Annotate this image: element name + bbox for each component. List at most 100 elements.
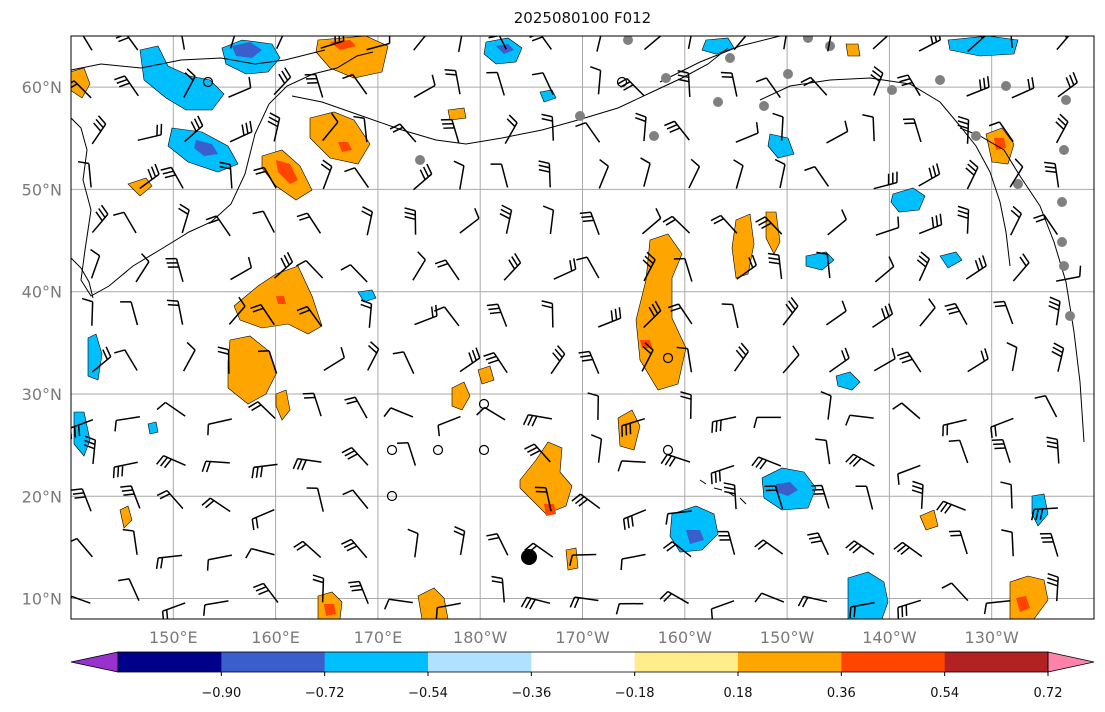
wind-barb: [156, 489, 184, 510]
neg-anomaly-core: [776, 482, 798, 496]
wind-barb: [873, 347, 896, 372]
wind-barb: [897, 74, 921, 97]
wind-barb: [820, 390, 832, 420]
wind-barb: [274, 251, 294, 279]
wind-barb: [1000, 481, 1013, 509]
colorbar-segment: [221, 652, 326, 672]
neg-anomaly-area: [847, 571, 889, 619]
wind-barb: [181, 36, 186, 50]
wind-barb: [862, 113, 875, 142]
wind-barb: [845, 453, 875, 467]
colorbar-segment: [324, 652, 429, 672]
pos-anomaly-core: [1016, 596, 1030, 612]
pos-anomaly-core: [544, 504, 556, 516]
station-dot: [725, 53, 735, 63]
wind-barb: [341, 446, 369, 466]
calm-circle: [432, 444, 444, 456]
wind-barb: [413, 36, 427, 51]
station-dot: [971, 131, 981, 141]
wind-barb: [139, 163, 160, 190]
wind-barb: [486, 303, 508, 327]
lon-label: 170°W: [555, 628, 610, 647]
wind-barb: [1010, 205, 1023, 236]
wind-barb: [71, 80, 92, 99]
wind-barb: [965, 255, 987, 280]
wind-barb: [988, 121, 1014, 143]
wind-barb: [826, 120, 849, 144]
wind-barb: [245, 547, 275, 559]
wind-barb: [253, 166, 277, 189]
wind-barb: [680, 391, 692, 419]
wind-barb: [156, 455, 186, 469]
wind-barb: [114, 75, 139, 97]
wind-barb: [772, 112, 784, 141]
wind-barb: [434, 259, 460, 281]
wind-barb: [542, 205, 555, 235]
wind-barb: [941, 582, 969, 602]
wind-barb: [392, 351, 415, 374]
wind-barb: [1046, 572, 1059, 602]
colorbar-segment: [944, 652, 1049, 672]
wind-barb: [723, 482, 737, 510]
station-dot: [415, 155, 425, 165]
pos-anomaly-area: [477, 365, 495, 385]
wind-barb: [764, 485, 784, 510]
wind-barb: [918, 36, 942, 52]
wind-barb: [276, 36, 284, 49]
wind-barb: [433, 306, 460, 327]
wind-barb: [641, 207, 662, 235]
neg-anomaly-core: [496, 44, 514, 54]
neg-anomaly-area: [835, 371, 861, 391]
wind-barb: [178, 203, 190, 234]
wind-barb: [874, 256, 895, 283]
pos-anomaly-area: [451, 381, 471, 411]
wind-barb: [587, 392, 600, 420]
colorbar-segment: [634, 652, 739, 672]
neg-anomaly-area: [939, 251, 963, 269]
pos-anomaly-area: [315, 36, 389, 79]
wind-barb: [320, 36, 345, 49]
wind-barb: [122, 528, 138, 555]
pos-anomaly-area: [919, 509, 939, 531]
wind-barb: [825, 300, 847, 326]
wind-barb: [1046, 436, 1060, 464]
wind-barb: [617, 460, 646, 472]
wind-barb: [229, 36, 236, 49]
wind-barb: [407, 528, 419, 558]
station-dot: [1013, 179, 1023, 189]
kamchatka-coast: [71, 51, 374, 297]
wind-barb: [667, 303, 693, 325]
wind-barb: [1006, 342, 1018, 372]
pos-anomaly-core: [276, 296, 286, 304]
wind-barb: [733, 342, 749, 372]
wind-barb: [312, 574, 325, 603]
wind-barb: [736, 254, 757, 280]
station-dot: [1065, 311, 1075, 321]
wind-barb: [1057, 71, 1078, 98]
wind-barb: [91, 115, 107, 145]
wind-barb: [553, 258, 577, 280]
wind-barb: [113, 211, 137, 234]
wind-barb: [967, 348, 989, 373]
wind-barb: [664, 120, 690, 141]
wind-barb: [873, 171, 898, 190]
wind-barb: [578, 350, 600, 375]
station-dots: [415, 36, 1075, 321]
station-dot: [1057, 237, 1067, 247]
wind-barb: [251, 463, 278, 479]
alaska-south-coast: [759, 77, 1011, 267]
wind-barb: [353, 115, 368, 143]
wind-barb: [306, 487, 324, 512]
lon-label: 180°W: [453, 628, 508, 647]
wind-barb: [993, 300, 1014, 325]
wind-barb: [302, 392, 322, 417]
wind-barb: [710, 600, 735, 619]
wind-barb: [662, 541, 692, 558]
colorbar-tick-label: −0.36: [511, 686, 551, 701]
wind-barb: [397, 441, 417, 466]
wind-barb: [341, 538, 368, 559]
neg-anomaly-core: [194, 140, 218, 156]
wind-barb: [367, 341, 380, 371]
lat-label: 20°N: [22, 487, 62, 506]
colorbar-tick-label: 0.72: [1034, 686, 1063, 701]
